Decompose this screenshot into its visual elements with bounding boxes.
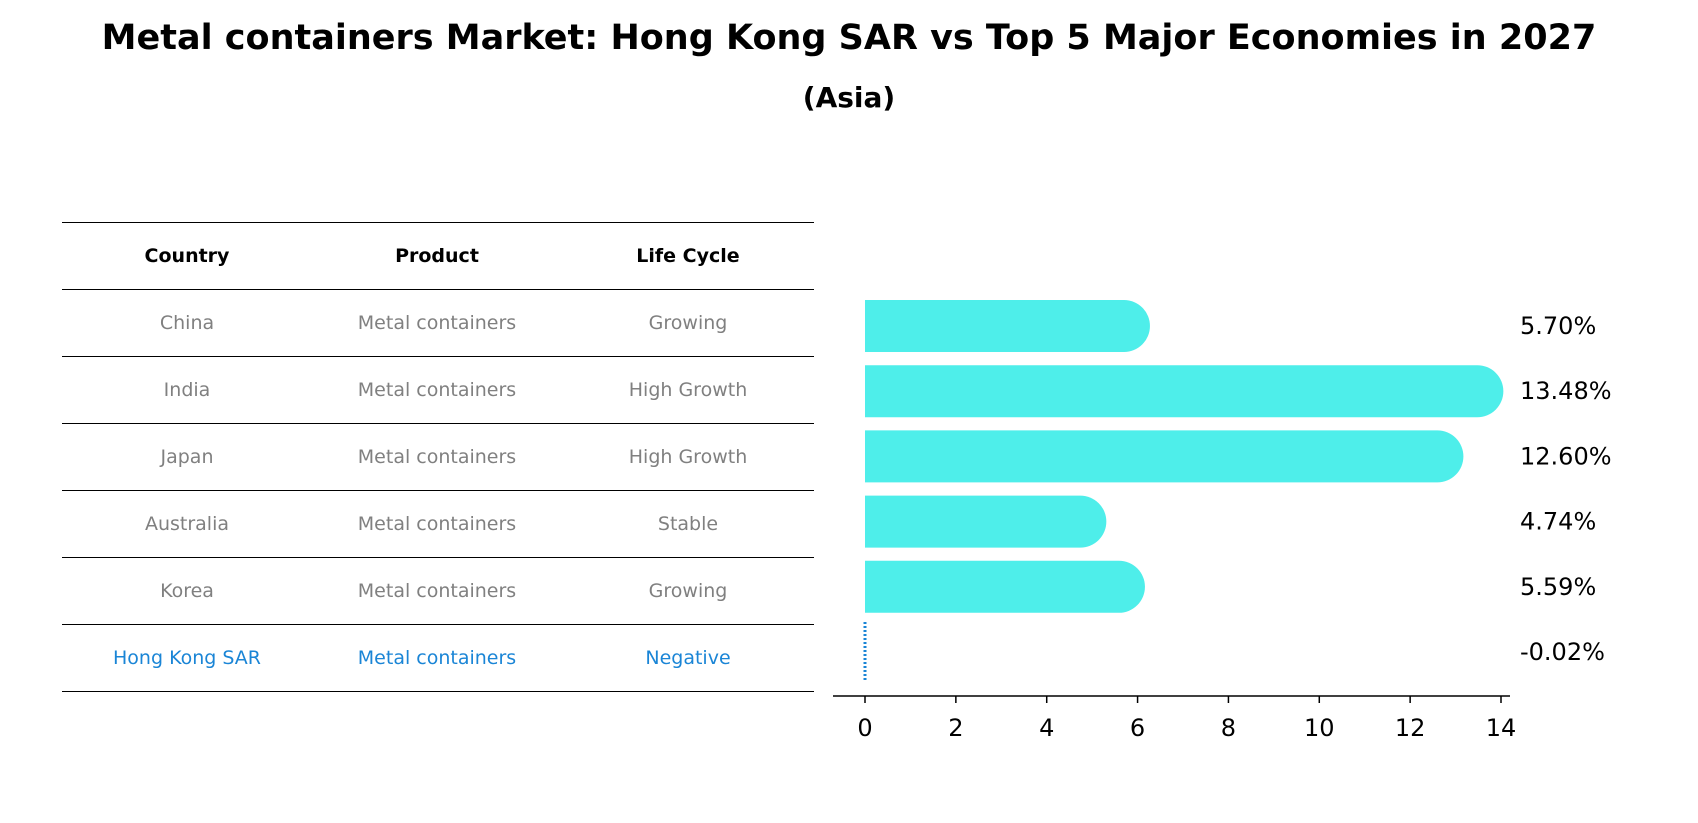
x-tick-label: 4 xyxy=(1039,714,1054,742)
value-label: -0.02% xyxy=(1520,638,1605,666)
country-cell: Hong Kong SAR xyxy=(113,647,261,669)
header-country: Country xyxy=(144,245,230,267)
country-table: Country Product Life Cycle China Metal c… xyxy=(62,222,814,692)
table-row: Korea Metal containers Growing xyxy=(62,558,814,625)
x-tick-label: 6 xyxy=(1130,714,1145,742)
header-product: Product xyxy=(395,245,479,267)
x-tick-label: 10 xyxy=(1304,714,1335,742)
country-cell: Australia xyxy=(144,513,230,535)
bar-korea xyxy=(865,560,1145,613)
life-cycle-cell: Growing xyxy=(648,312,728,334)
value-label: 4.74% xyxy=(1520,508,1596,536)
product-cell: Metal containers xyxy=(357,312,517,334)
value-label: 5.70% xyxy=(1520,312,1596,340)
product-cell: Metal containers xyxy=(357,446,517,468)
chart-subtitle: (Asia) xyxy=(802,81,896,114)
country-cell: Korea xyxy=(160,580,214,602)
header-life-cycle: Life Cycle xyxy=(636,245,740,267)
life-cycle-cell: High Growth xyxy=(628,379,748,401)
value-label: 5.59% xyxy=(1520,573,1596,601)
table-row-highlighted: Hong Kong SAR Metal containers Negative xyxy=(62,625,814,692)
table-row: Australia Metal containers Stable xyxy=(62,491,814,558)
product-cell: Metal containers xyxy=(357,513,517,535)
country-cell: India xyxy=(163,379,211,401)
life-cycle-cell: Stable xyxy=(657,513,719,535)
table-row: India Metal containers High Growth xyxy=(62,357,814,424)
product-cell: Metal containers xyxy=(357,647,517,669)
product-cell: Metal containers xyxy=(357,580,517,602)
life-cycle-cell: Growing xyxy=(648,580,728,602)
bar-japan xyxy=(865,430,1464,483)
table-row: China Metal containers Growing xyxy=(62,290,814,357)
table-row: Japan Metal containers High Growth xyxy=(62,424,814,491)
value-label: 12.60% xyxy=(1520,442,1612,470)
x-tick-label: 14 xyxy=(1486,714,1517,742)
bar-china xyxy=(865,300,1150,352)
x-tick-label: 2 xyxy=(948,714,963,742)
x-tick-label: 0 xyxy=(857,714,872,742)
bar-india xyxy=(865,365,1504,418)
chart-title: Metal containers Market: Hong Kong SAR v… xyxy=(101,18,1597,58)
bar-australia xyxy=(865,495,1107,548)
life-cycle-cell: Negative xyxy=(645,647,731,669)
table-header-row: Country Product Life Cycle xyxy=(62,222,814,290)
life-cycle-cell: High Growth xyxy=(628,446,748,468)
x-tick-label: 12 xyxy=(1395,714,1426,742)
country-cell: Japan xyxy=(160,446,214,468)
value-label: 13.48% xyxy=(1520,377,1612,405)
country-cell: China xyxy=(159,312,215,334)
x-tick-label: 8 xyxy=(1221,714,1236,742)
product-cell: Metal containers xyxy=(357,379,517,401)
